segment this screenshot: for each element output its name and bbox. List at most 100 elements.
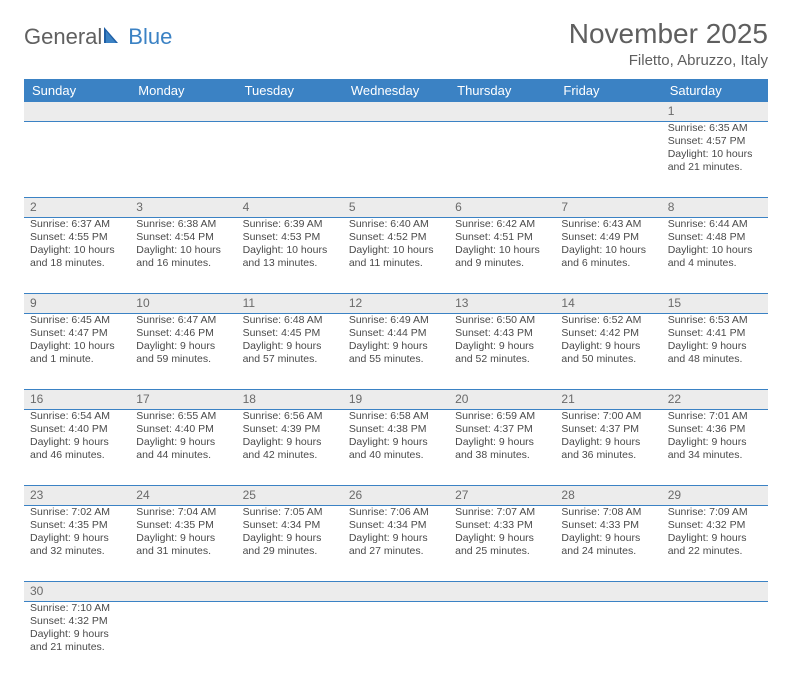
daylight-text: Daylight: 9 hours and 25 minutes. [455, 532, 549, 558]
daylight-text: Daylight: 9 hours and 38 minutes. [455, 436, 549, 462]
daynum-cell: 25 [237, 486, 343, 506]
day-cell: Sunrise: 6:49 AMSunset: 4:44 PMDaylight:… [343, 314, 449, 390]
daylight-text: Daylight: 9 hours and 21 minutes. [30, 628, 124, 654]
sunset-text: Sunset: 4:35 PM [30, 519, 124, 532]
week-row: Sunrise: 6:35 AMSunset: 4:57 PMDaylight:… [24, 122, 768, 198]
daynum-cell: 17 [130, 390, 236, 410]
day-cell [449, 602, 555, 678]
sunrise-text: Sunrise: 6:54 AM [30, 410, 124, 423]
sunrise-text: Sunrise: 7:04 AM [136, 506, 230, 519]
sunrise-text: Sunrise: 6:50 AM [455, 314, 549, 327]
sunrise-text: Sunrise: 7:05 AM [243, 506, 337, 519]
daylight-text: Daylight: 9 hours and 52 minutes. [455, 340, 549, 366]
title-block: November 2025 Filetto, Abruzzo, Italy [569, 18, 768, 69]
day-cell: Sunrise: 6:48 AMSunset: 4:45 PMDaylight:… [237, 314, 343, 390]
page: General Blue November 2025 Filetto, Abru… [0, 0, 792, 612]
location-text: Filetto, Abruzzo, Italy [569, 52, 768, 69]
daynum-cell: 26 [343, 486, 449, 506]
week-row: Sunrise: 6:54 AMSunset: 4:40 PMDaylight:… [24, 410, 768, 486]
daynum-cell [343, 582, 449, 602]
day-cell: Sunrise: 7:00 AMSunset: 4:37 PMDaylight:… [555, 410, 661, 486]
sunset-text: Sunset: 4:35 PM [136, 519, 230, 532]
day-cell [237, 122, 343, 198]
day-header-row: Sunday Monday Tuesday Wednesday Thursday… [24, 79, 768, 102]
daylight-text: Daylight: 9 hours and 31 minutes. [136, 532, 230, 558]
sunrise-text: Sunrise: 6:55 AM [136, 410, 230, 423]
day-cell: Sunrise: 6:58 AMSunset: 4:38 PMDaylight:… [343, 410, 449, 486]
daylight-text: Daylight: 9 hours and 40 minutes. [349, 436, 443, 462]
day-cell [449, 122, 555, 198]
col-fri: Friday [555, 79, 661, 102]
daynum-cell [130, 582, 236, 602]
day-cell: Sunrise: 7:04 AMSunset: 4:35 PMDaylight:… [130, 506, 236, 582]
daynum-cell: 20 [449, 390, 555, 410]
day-cell: Sunrise: 6:59 AMSunset: 4:37 PMDaylight:… [449, 410, 555, 486]
sunset-text: Sunset: 4:37 PM [561, 423, 655, 436]
daylight-text: Daylight: 10 hours and 13 minutes. [243, 244, 337, 270]
col-thu: Thursday [449, 79, 555, 102]
daynum-cell: 16 [24, 390, 130, 410]
sunset-text: Sunset: 4:46 PM [136, 327, 230, 340]
daynum-cell [24, 102, 130, 122]
day-cell: Sunrise: 7:05 AMSunset: 4:34 PMDaylight:… [237, 506, 343, 582]
daylight-text: Daylight: 9 hours and 59 minutes. [136, 340, 230, 366]
daynum-cell [662, 582, 768, 602]
day-cell [555, 602, 661, 678]
daylight-text: Daylight: 9 hours and 48 minutes. [668, 340, 762, 366]
daynum-cell: 11 [237, 294, 343, 314]
daynum-cell: 8 [662, 198, 768, 218]
daynum-cell: 19 [343, 390, 449, 410]
daynum-cell: 23 [24, 486, 130, 506]
sunset-text: Sunset: 4:39 PM [243, 423, 337, 436]
daynum-cell: 24 [130, 486, 236, 506]
sunset-text: Sunset: 4:52 PM [349, 231, 443, 244]
daynum-cell: 21 [555, 390, 661, 410]
sunset-text: Sunset: 4:36 PM [668, 423, 762, 436]
col-tue: Tuesday [237, 79, 343, 102]
day-cell: Sunrise: 6:54 AMSunset: 4:40 PMDaylight:… [24, 410, 130, 486]
daylight-text: Daylight: 10 hours and 9 minutes. [455, 244, 549, 270]
calendar-head: Sunday Monday Tuesday Wednesday Thursday… [24, 79, 768, 102]
sunrise-text: Sunrise: 6:45 AM [30, 314, 124, 327]
day-cell: Sunrise: 6:40 AMSunset: 4:52 PMDaylight:… [343, 218, 449, 294]
sunset-text: Sunset: 4:53 PM [243, 231, 337, 244]
day-cell: Sunrise: 6:37 AMSunset: 4:55 PMDaylight:… [24, 218, 130, 294]
sunset-text: Sunset: 4:55 PM [30, 231, 124, 244]
logo-word1: General [24, 24, 102, 50]
daylight-text: Daylight: 9 hours and 50 minutes. [561, 340, 655, 366]
day-cell: Sunrise: 6:52 AMSunset: 4:42 PMDaylight:… [555, 314, 661, 390]
day-cell: Sunrise: 6:53 AMSunset: 4:41 PMDaylight:… [662, 314, 768, 390]
daylight-text: Daylight: 9 hours and 32 minutes. [30, 532, 124, 558]
sunset-text: Sunset: 4:48 PM [668, 231, 762, 244]
daynum-cell: 22 [662, 390, 768, 410]
daylight-text: Daylight: 9 hours and 55 minutes. [349, 340, 443, 366]
sunrise-text: Sunrise: 6:43 AM [561, 218, 655, 231]
daynum-cell: 6 [449, 198, 555, 218]
col-mon: Monday [130, 79, 236, 102]
daynum-cell: 15 [662, 294, 768, 314]
daynum-cell [130, 102, 236, 122]
daynum-cell: 4 [237, 198, 343, 218]
sunrise-text: Sunrise: 7:09 AM [668, 506, 762, 519]
day-cell: Sunrise: 6:50 AMSunset: 4:43 PMDaylight:… [449, 314, 555, 390]
sunset-text: Sunset: 4:42 PM [561, 327, 655, 340]
daynum-cell: 28 [555, 486, 661, 506]
daynum-cell: 14 [555, 294, 661, 314]
daynum-cell [237, 102, 343, 122]
sunset-text: Sunset: 4:45 PM [243, 327, 337, 340]
sunrise-text: Sunrise: 6:52 AM [561, 314, 655, 327]
page-title: November 2025 [569, 18, 768, 50]
day-cell: Sunrise: 6:39 AMSunset: 4:53 PMDaylight:… [237, 218, 343, 294]
day-cell: Sunrise: 6:45 AMSunset: 4:47 PMDaylight:… [24, 314, 130, 390]
day-cell [343, 602, 449, 678]
sunrise-text: Sunrise: 7:06 AM [349, 506, 443, 519]
sunset-text: Sunset: 4:57 PM [668, 135, 762, 148]
daylight-text: Daylight: 10 hours and 21 minutes. [668, 148, 762, 174]
calendar-table: Sunday Monday Tuesday Wednesday Thursday… [24, 79, 768, 678]
daynum-cell: 5 [343, 198, 449, 218]
daynum-row: 2345678 [24, 198, 768, 218]
sunset-text: Sunset: 4:40 PM [136, 423, 230, 436]
daynum-cell: 10 [130, 294, 236, 314]
daylight-text: Daylight: 9 hours and 44 minutes. [136, 436, 230, 462]
daylight-text: Daylight: 9 hours and 42 minutes. [243, 436, 337, 462]
